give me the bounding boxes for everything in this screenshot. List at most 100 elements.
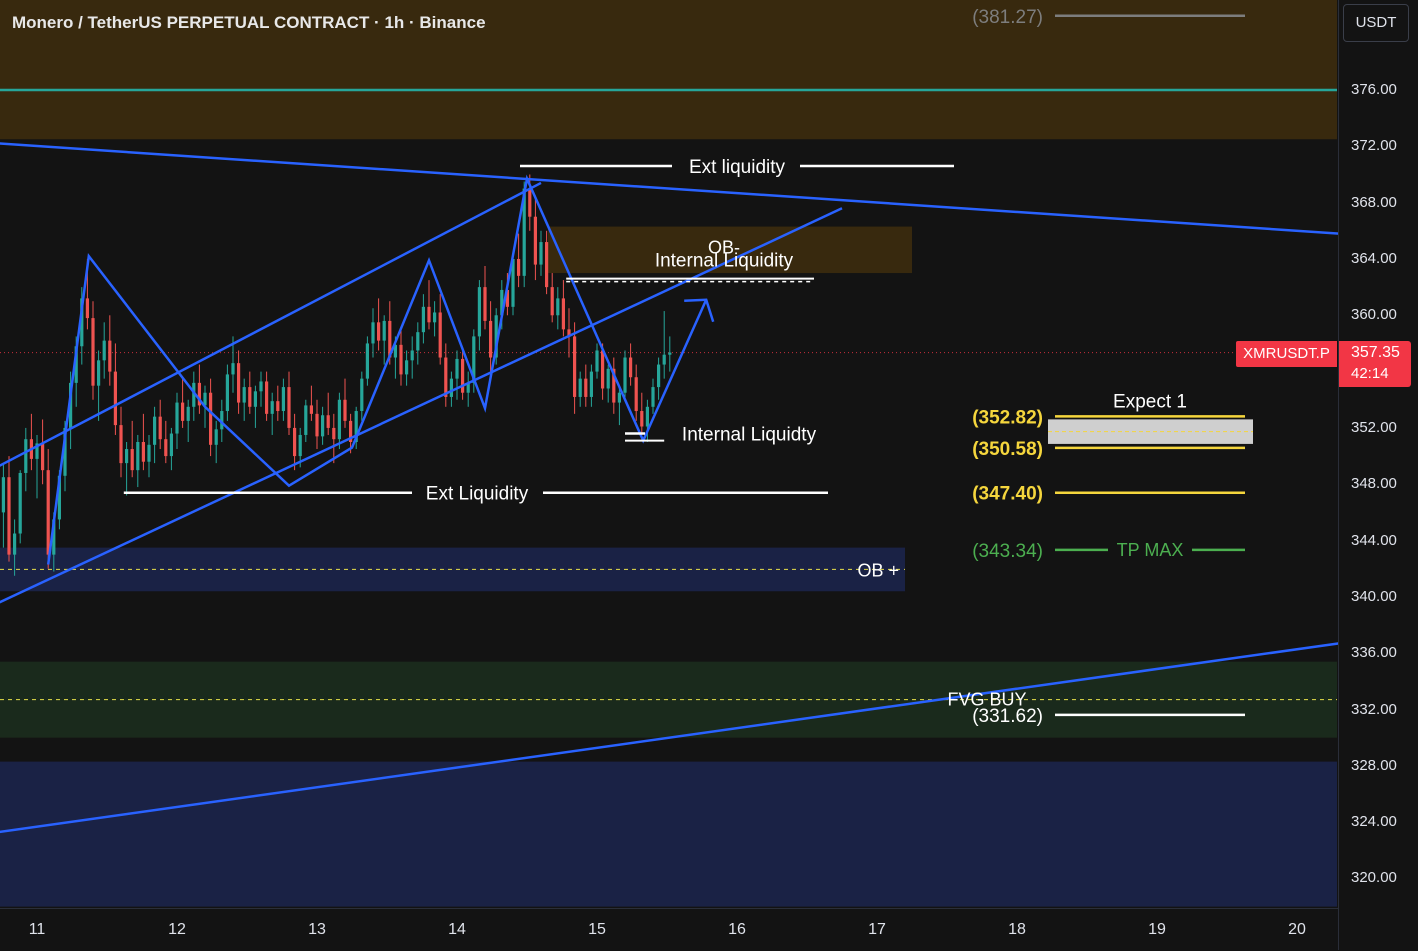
candle-body xyxy=(298,434,302,457)
candle-body xyxy=(13,533,17,555)
expect-label: Expect 1 xyxy=(1113,391,1187,412)
zigzag-path xyxy=(46,174,708,565)
date-tick: 15 xyxy=(588,921,606,938)
candle-body xyxy=(7,477,11,555)
candle-body xyxy=(477,287,481,337)
candle-body xyxy=(505,289,509,307)
candle-body xyxy=(175,402,179,434)
candle-body xyxy=(662,354,666,365)
candle-body xyxy=(494,315,498,358)
candle-body xyxy=(147,444,151,462)
candle-body xyxy=(528,188,532,217)
candle-body xyxy=(438,312,442,358)
candle-body xyxy=(57,475,61,520)
candle-body xyxy=(203,392,207,406)
price-tick: 332.00 xyxy=(1351,700,1397,718)
channel-upper-line xyxy=(0,181,542,467)
candle-body xyxy=(158,416,162,440)
date-tick: 17 xyxy=(868,921,886,938)
fvg-buy-label: FVG BUY xyxy=(947,690,1026,710)
price-axis[interactable] xyxy=(1338,0,1418,950)
candle-body xyxy=(108,340,112,372)
date-tick: 13 xyxy=(308,921,326,938)
candle-body xyxy=(634,377,638,412)
candle-body xyxy=(489,320,493,358)
candle-body xyxy=(287,387,291,428)
support-trendline xyxy=(0,642,1340,834)
price-tick: 336.00 xyxy=(1351,644,1397,662)
date-tick: 12 xyxy=(168,921,186,938)
candle-body xyxy=(113,371,117,426)
candle-body xyxy=(97,360,101,386)
candle-body xyxy=(416,332,420,351)
candle-body xyxy=(119,425,123,464)
liquidity-label: Internal Liquidty xyxy=(682,425,817,446)
candle-body xyxy=(46,470,50,555)
date-tick: 16 xyxy=(728,921,746,938)
resistance-trendline xyxy=(0,142,1340,235)
date-tick: 19 xyxy=(1148,921,1166,938)
bar-countdown: 42:14 xyxy=(1351,365,1389,382)
candle-body xyxy=(1,477,5,513)
symbol-badge: XMRUSDT.P xyxy=(1236,341,1337,367)
candle-body xyxy=(561,298,565,330)
candle-body xyxy=(595,350,599,372)
candle-body xyxy=(405,360,409,375)
candle-body xyxy=(629,357,633,378)
candle-body xyxy=(270,401,274,414)
candle-body xyxy=(192,382,196,407)
candle-body xyxy=(466,382,470,393)
price-tick: 360.00 xyxy=(1351,306,1397,324)
candle-body xyxy=(612,368,616,403)
currency-button[interactable]: USDT xyxy=(1343,4,1409,42)
candle-body xyxy=(472,336,476,383)
price-tick: 328.00 xyxy=(1351,756,1397,774)
zone-band-0 xyxy=(0,0,1337,140)
candle-body xyxy=(41,443,45,471)
chart-title: Monero / TetherUS PERPETUAL CONTRACT · 1… xyxy=(12,13,486,32)
candle-body xyxy=(85,298,89,319)
candle-body xyxy=(332,427,336,440)
candle-body xyxy=(550,287,554,316)
zone-ob- xyxy=(548,226,912,274)
candle-body xyxy=(511,258,515,307)
candle-body xyxy=(35,443,39,459)
candle-body xyxy=(237,363,241,403)
candle-body xyxy=(645,406,649,427)
candle-body xyxy=(91,318,95,386)
arrow-head xyxy=(684,298,715,323)
candle-body xyxy=(377,322,381,341)
candle-body xyxy=(265,381,269,414)
candle-body xyxy=(354,411,358,442)
candle-body xyxy=(371,322,375,344)
candle-body xyxy=(556,298,560,316)
candle-body xyxy=(399,344,403,375)
ob-plus-label: OB + xyxy=(857,560,899,580)
candle-body xyxy=(141,442,145,462)
date-tick: 18 xyxy=(1008,921,1026,938)
candle-body xyxy=(623,357,627,393)
time-axis[interactable] xyxy=(0,908,1338,951)
candle-body xyxy=(186,406,190,421)
date-tick: 20 xyxy=(1288,921,1306,938)
candle-body xyxy=(461,358,465,393)
candle-body xyxy=(640,411,644,427)
candle-body xyxy=(309,405,313,414)
candle-body xyxy=(410,350,414,361)
candle-body xyxy=(651,387,655,407)
date-tick: 14 xyxy=(448,921,466,938)
level-label: (331.62) xyxy=(972,706,1043,727)
candle-body xyxy=(52,519,56,555)
candle-body xyxy=(24,439,28,473)
candle-body xyxy=(242,387,246,403)
candle-body xyxy=(365,343,369,379)
candle-body xyxy=(522,188,526,276)
last-price: 357.35 xyxy=(1351,344,1400,361)
channel-lower-line xyxy=(0,207,843,604)
candle-body xyxy=(606,368,610,389)
level-label: (343.34) xyxy=(972,541,1043,562)
price-tick: 320.00 xyxy=(1351,869,1397,887)
price-tick: 340.00 xyxy=(1351,587,1397,605)
candle-body xyxy=(433,312,437,323)
